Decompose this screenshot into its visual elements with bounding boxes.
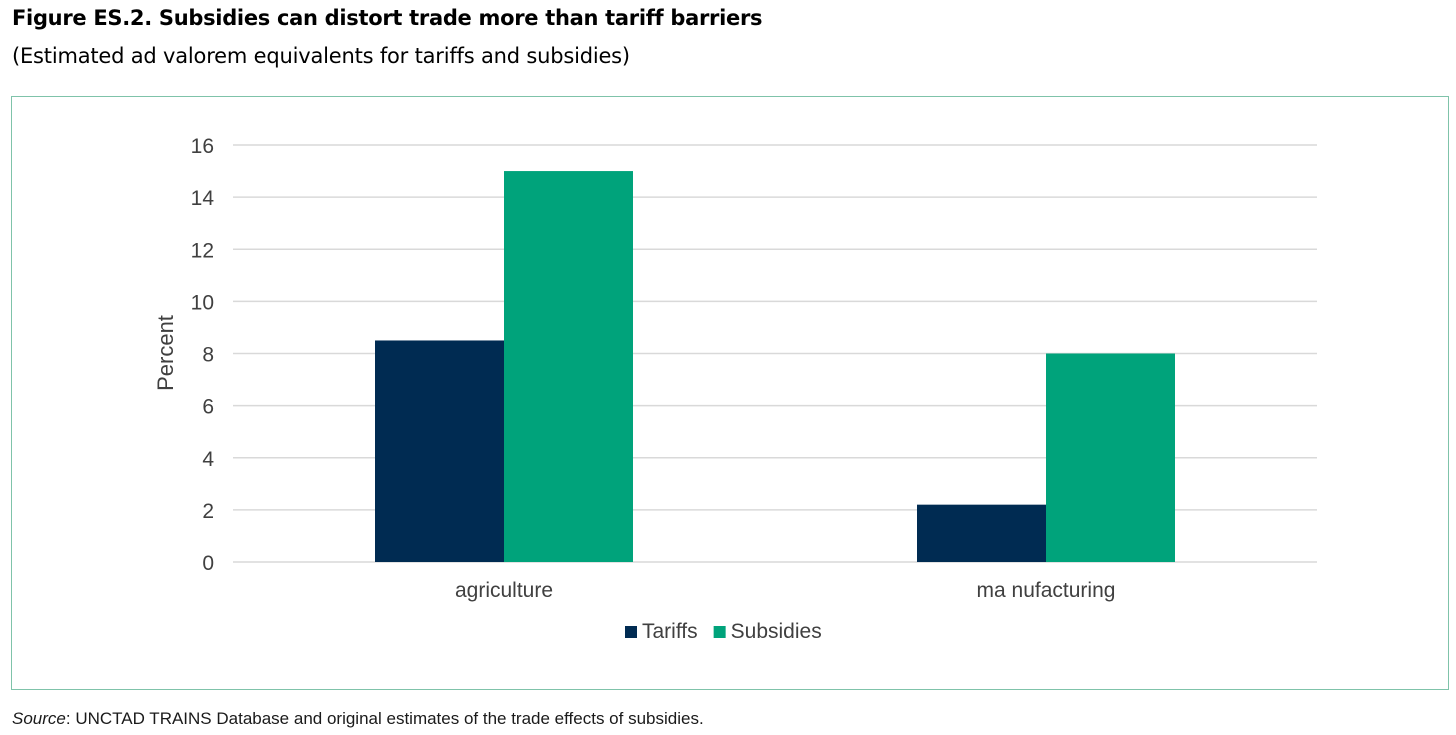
x-tick-label: agriculture	[455, 579, 553, 602]
bar-tariffs-1	[917, 504, 1046, 562]
y-tick-labels: 0 2 4 6 8 10 12 14 16	[191, 135, 215, 575]
x-tick-label: ma nufacturing	[977, 579, 1116, 602]
y-tick-label: 4	[202, 448, 214, 471]
bar-subsidies-0	[504, 171, 633, 562]
y-axis-label: Percent	[153, 315, 178, 391]
source-label: Source	[12, 709, 66, 728]
legend-swatch-tariffs	[625, 626, 637, 638]
y-tick-label: 6	[202, 396, 214, 419]
figure-subtitle: (Estimated ad valorem equivalents for ta…	[12, 44, 630, 68]
y-tick-label: 12	[191, 239, 214, 262]
legend-label-subsidies: Subsidies	[731, 620, 822, 643]
legend-label-tariffs: Tariffs	[642, 620, 698, 643]
y-tick-label: 16	[191, 135, 214, 158]
legend: Tariffs Subsidies	[625, 620, 822, 643]
source-text: : UNCTAD TRAINS Database and original es…	[65, 709, 704, 728]
x-tick-labels: agriculture ma nufacturing	[455, 579, 1115, 602]
y-tick-label: 8	[202, 344, 214, 367]
y-tick-label: 10	[191, 291, 214, 314]
bar-tariffs-0	[375, 340, 504, 562]
bars	[375, 171, 1175, 562]
y-tick-label: 2	[202, 500, 214, 523]
figure-title: Figure ES.2. Subsidies can distort trade…	[12, 6, 763, 30]
legend-swatch-subsidies	[713, 626, 726, 638]
y-tick-label: 14	[191, 187, 215, 210]
y-tick-label: 0	[202, 552, 214, 575]
chart-frame: 0 2 4 6 8 10 12 14 16 agriculture ma nufacturing …	[11, 96, 1449, 690]
source-note: Source: UNCTAD TRAINS Database and origi…	[12, 709, 704, 729]
bar-subsidies-1	[1046, 353, 1175, 562]
